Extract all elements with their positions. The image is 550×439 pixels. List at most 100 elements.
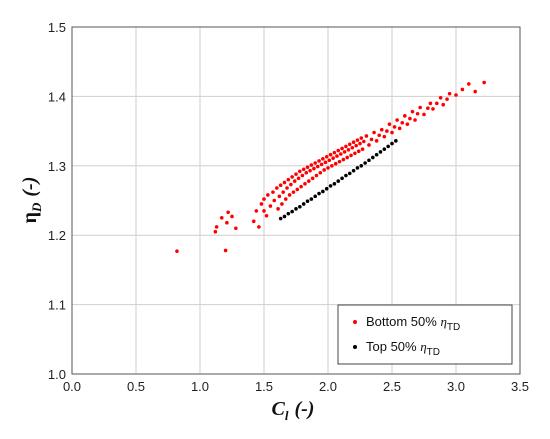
data-point bbox=[360, 147, 365, 151]
data-point bbox=[454, 93, 458, 97]
data-point bbox=[413, 118, 417, 122]
y-tick-label: 1.1 bbox=[48, 298, 66, 313]
legend-bottom-symbol: η bbox=[440, 314, 446, 329]
data-point bbox=[350, 145, 355, 150]
data-point bbox=[234, 226, 238, 231]
data-point bbox=[323, 160, 328, 165]
data-point bbox=[342, 150, 347, 154]
data-point bbox=[219, 216, 224, 220]
data-point bbox=[367, 158, 371, 163]
y-tick-label: 1.5 bbox=[48, 20, 66, 35]
data-point bbox=[386, 144, 390, 149]
x-axis-title: Cl (-) bbox=[272, 398, 315, 423]
data-point bbox=[282, 214, 287, 219]
data-point bbox=[286, 177, 291, 182]
data-point bbox=[289, 182, 293, 187]
data-point bbox=[307, 179, 311, 183]
x-tick-label: 3.5 bbox=[511, 379, 529, 394]
data-point bbox=[387, 122, 392, 126]
data-point bbox=[332, 150, 337, 155]
data-point bbox=[340, 146, 344, 151]
data-point bbox=[264, 213, 269, 218]
data-point bbox=[295, 187, 300, 192]
data-point bbox=[175, 249, 179, 253]
legend-box bbox=[337, 304, 513, 365]
data-point bbox=[317, 159, 321, 163]
y-axis-subscript: D bbox=[29, 202, 44, 213]
x-tick-label: 1.0 bbox=[191, 379, 209, 394]
data-point bbox=[324, 154, 329, 159]
data-point bbox=[328, 152, 333, 157]
y-tick-label: 1.2 bbox=[48, 228, 66, 243]
data-point bbox=[322, 168, 326, 172]
data-point bbox=[371, 155, 375, 160]
legend-top-symbol: η bbox=[420, 339, 426, 354]
data-point bbox=[262, 197, 266, 201]
data-point bbox=[294, 172, 298, 176]
data-point bbox=[378, 150, 383, 154]
data-point bbox=[363, 161, 367, 165]
data-point bbox=[315, 164, 320, 169]
legend-marker-top bbox=[353, 345, 357, 349]
data-point bbox=[426, 106, 430, 110]
data-point bbox=[319, 162, 324, 167]
data-point bbox=[281, 190, 286, 194]
data-point bbox=[304, 170, 309, 175]
legend-bottom-text: Bottom 50% bbox=[366, 314, 440, 329]
data-point bbox=[355, 166, 360, 170]
data-point bbox=[347, 171, 352, 176]
data-point bbox=[422, 112, 426, 117]
data-point bbox=[321, 189, 325, 194]
data-point bbox=[303, 182, 307, 186]
plot-frame bbox=[71, 26, 521, 375]
data-point bbox=[359, 136, 364, 140]
data-point bbox=[280, 202, 284, 206]
data-point bbox=[355, 138, 360, 142]
legend-top-text: Top 50% bbox=[366, 339, 420, 354]
data-point bbox=[372, 130, 376, 135]
data-point bbox=[324, 186, 329, 191]
data-point bbox=[364, 134, 369, 138]
data-point bbox=[345, 155, 350, 160]
data-point bbox=[305, 165, 310, 169]
data-point bbox=[390, 130, 394, 135]
data-point bbox=[333, 161, 338, 166]
data-point bbox=[214, 225, 219, 229]
data-point bbox=[336, 148, 341, 153]
data-point bbox=[305, 199, 310, 203]
data-point bbox=[268, 204, 273, 208]
data-point bbox=[356, 149, 361, 154]
y-axis-symbol: η bbox=[19, 212, 41, 223]
data-point bbox=[312, 166, 316, 171]
data-point bbox=[328, 184, 333, 188]
data-point bbox=[418, 105, 422, 110]
data-point bbox=[346, 148, 351, 152]
data-point bbox=[283, 197, 288, 201]
data-point bbox=[410, 109, 415, 114]
data-point bbox=[225, 220, 229, 225]
data-point bbox=[282, 180, 287, 185]
data-point bbox=[374, 139, 379, 143]
data-point bbox=[400, 120, 405, 125]
data-point bbox=[359, 164, 364, 168]
data-point bbox=[309, 197, 314, 201]
x-tick-label: 2.0 bbox=[319, 379, 337, 394]
data-point bbox=[317, 191, 321, 196]
data-point bbox=[327, 158, 332, 163]
data-point bbox=[278, 216, 283, 221]
data-point bbox=[286, 211, 291, 216]
data-point bbox=[313, 161, 318, 165]
data-point bbox=[296, 176, 301, 181]
data-point bbox=[309, 163, 314, 167]
series-top-50 bbox=[278, 139, 398, 221]
data-point bbox=[482, 80, 486, 85]
y-tick-label: 1.3 bbox=[48, 159, 66, 174]
data-point bbox=[405, 122, 410, 126]
data-point bbox=[266, 193, 270, 197]
data-point bbox=[259, 202, 264, 206]
data-point bbox=[271, 190, 275, 194]
data-point bbox=[408, 116, 412, 121]
data-point bbox=[310, 176, 315, 181]
data-point bbox=[290, 175, 294, 179]
data-point bbox=[385, 129, 389, 133]
